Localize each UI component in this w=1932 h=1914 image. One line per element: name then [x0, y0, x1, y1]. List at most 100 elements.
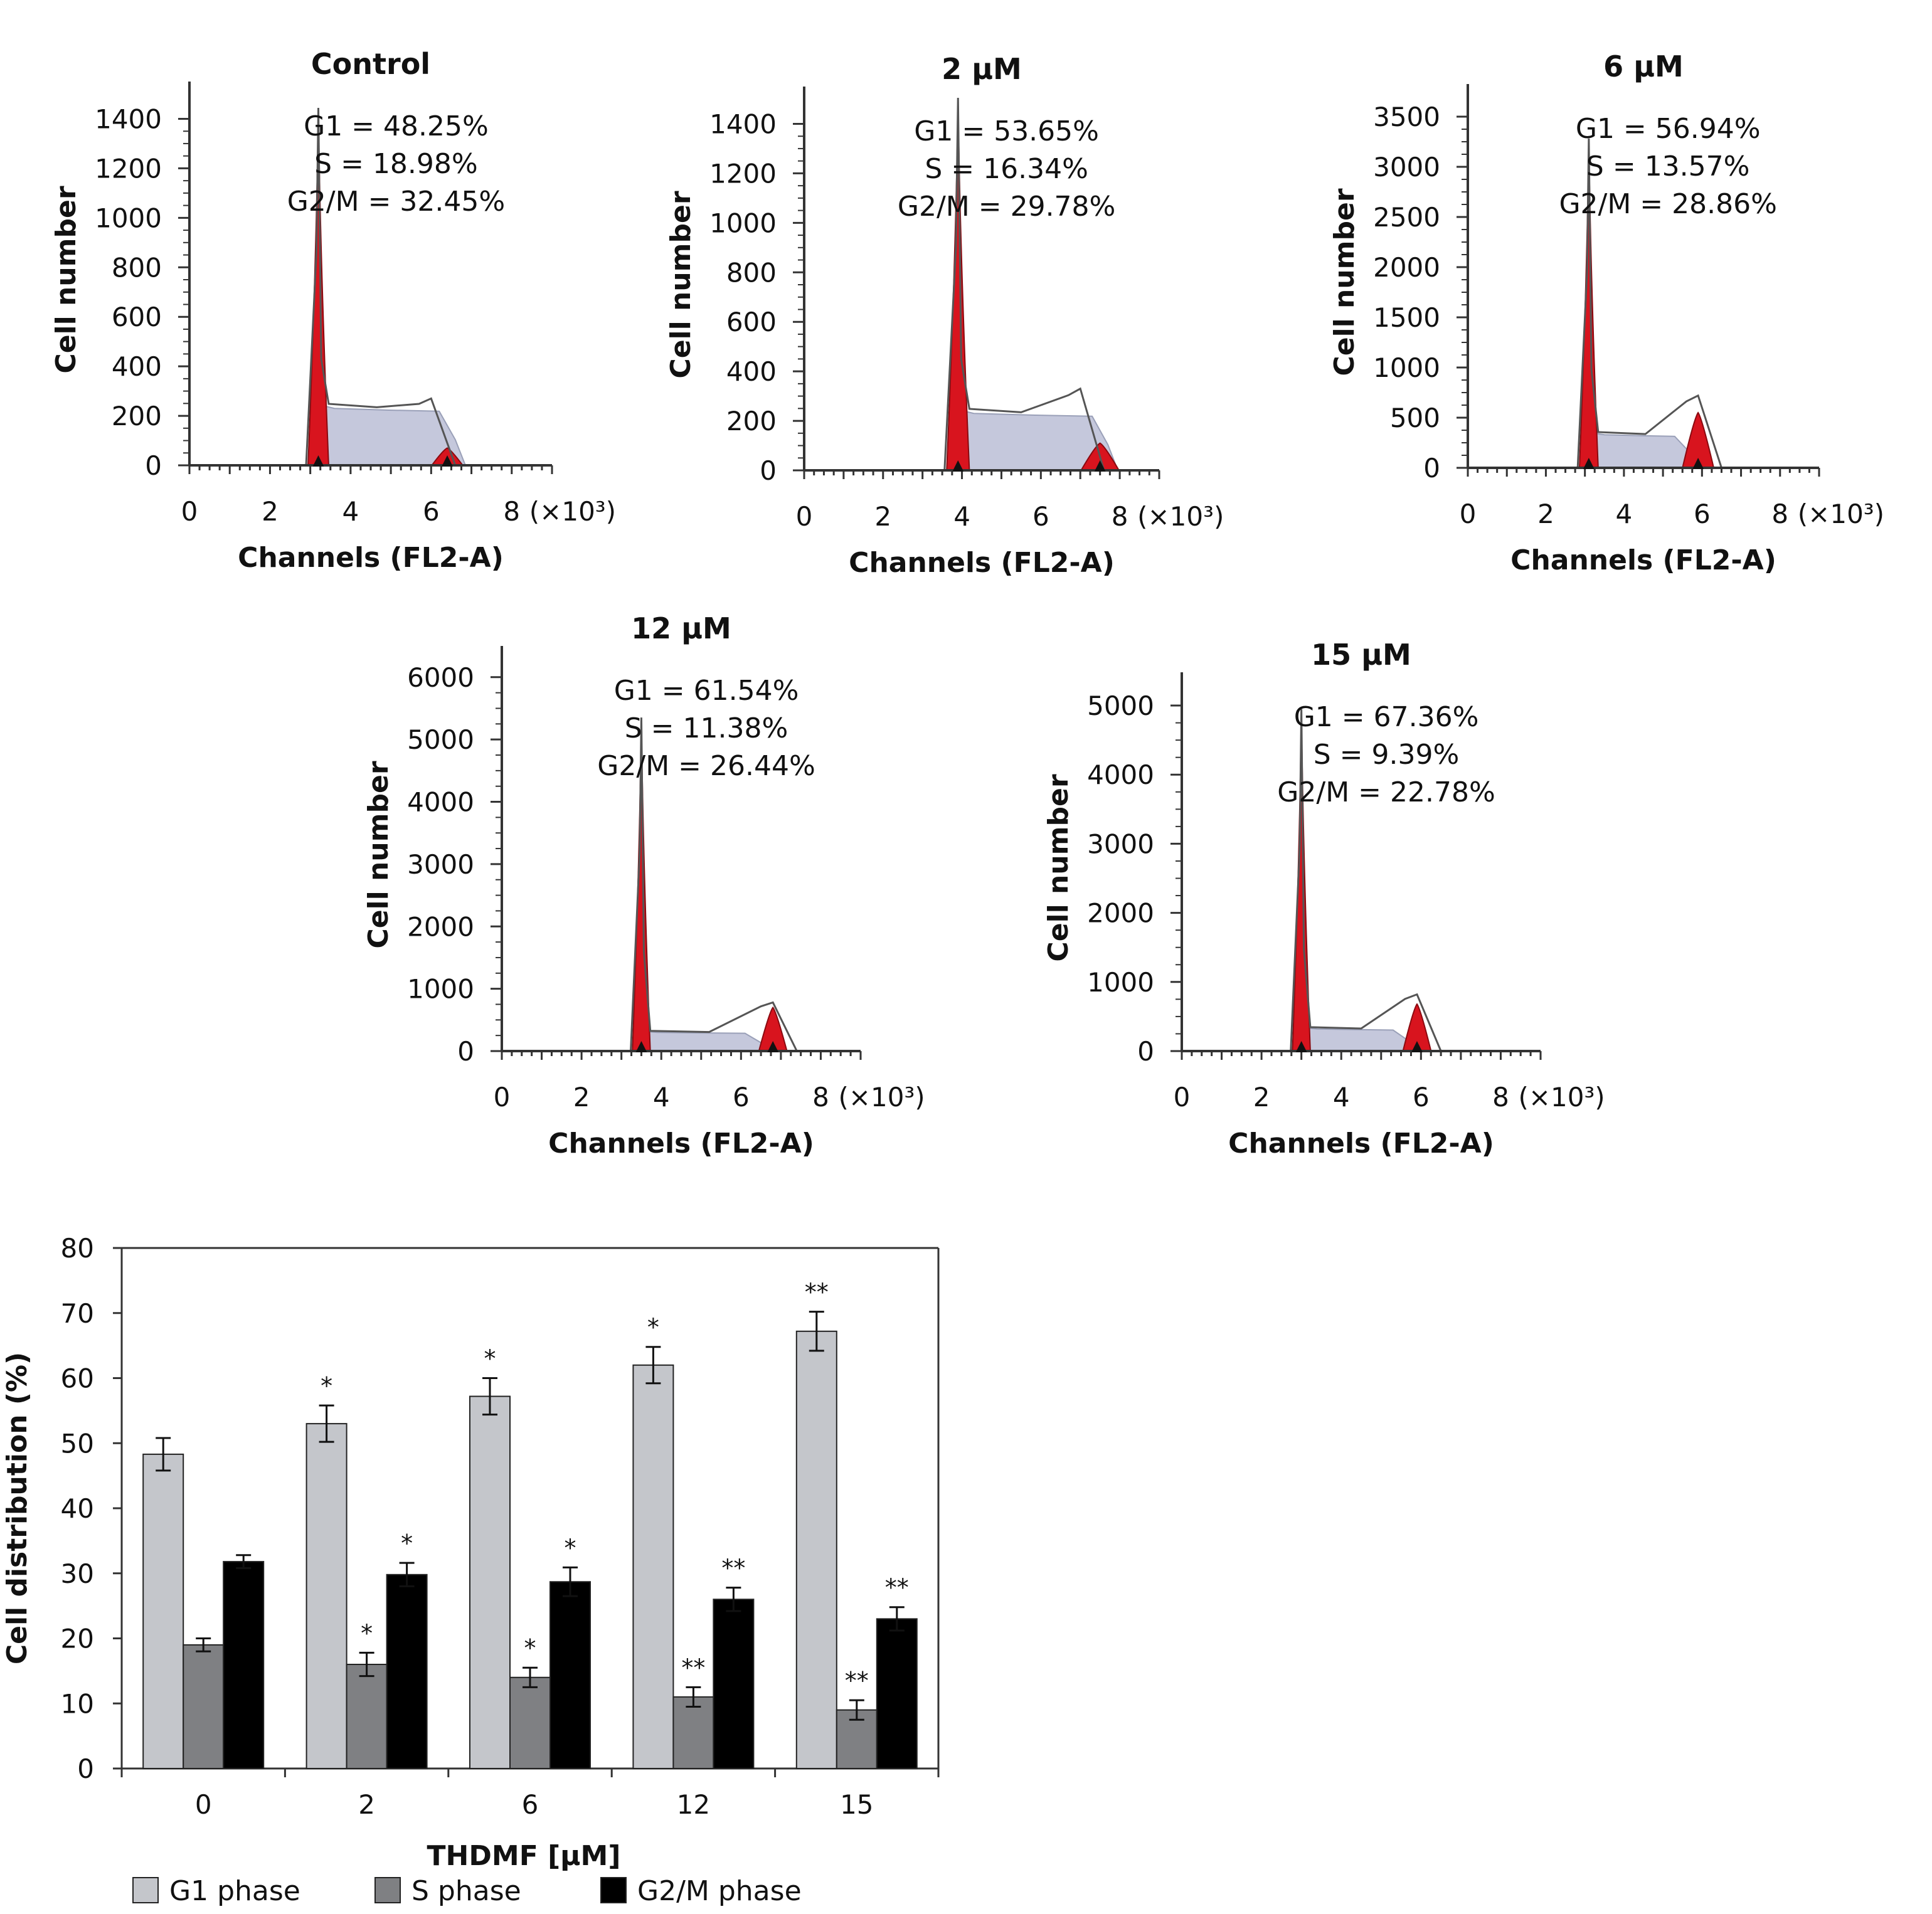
significance-mark: **: [885, 1574, 909, 1602]
histogram-panel: 0 200 400 600 800 1000 1200 1400 0 2 4 6 8 (×10³) Chan…: [50, 47, 616, 574]
fit-trace: [1576, 138, 1722, 468]
phase-stat: S = 18.98%: [314, 148, 478, 180]
x-tick-label: 0: [494, 1082, 511, 1113]
bar: [386, 1573, 428, 1769]
phase-stat: G1 = 48.25%: [304, 110, 489, 142]
legend-label: G1 phase: [169, 1875, 300, 1907]
y-tick-label: 10: [61, 1688, 94, 1719]
x-tick-label: 4: [1616, 499, 1633, 529]
histogram-panel: 0 500 1000 1500 2000 2500 3000 3500 0 2 4 6 8 (×10³) C…: [1329, 50, 1884, 576]
peak-marker: [1411, 1041, 1423, 1052]
significance-mark: *: [647, 1314, 659, 1341]
x-axis-title: Channels (FL2-A): [548, 1128, 814, 1160]
x-unit-label: (×10³): [1518, 1082, 1605, 1113]
x-tick-label: 8: [503, 496, 520, 527]
legend-swatch: [132, 1877, 159, 1903]
y-tick-label: 50: [61, 1428, 94, 1459]
y-tick-label: 2000: [1373, 252, 1440, 283]
fit-trace: [943, 98, 1105, 471]
y-axis-title: Cell number: [1329, 188, 1361, 376]
y-tick-label: 0: [1423, 453, 1440, 484]
y-tick-label: 3000: [407, 849, 474, 880]
x-tick-label: 2: [1537, 499, 1554, 529]
x-tick-label: 4: [953, 501, 970, 532]
y-tick-label: 3000: [1087, 828, 1154, 859]
significance-mark: **: [721, 1555, 745, 1582]
significance-mark: *: [361, 1619, 373, 1647]
y-tick-label: 400: [112, 351, 162, 382]
peak-marker: [1094, 460, 1106, 472]
phase-stat: G2/M = 28.86%: [1559, 188, 1777, 220]
fit-trace: [630, 717, 798, 1052]
x-tick-label: 6: [1694, 499, 1711, 529]
g2m-peak: [1681, 411, 1715, 468]
y-axis-title: Cell number: [363, 761, 395, 948]
y-tick-label: 800: [112, 252, 162, 283]
peak-marker: [1692, 458, 1704, 469]
bar: [672, 1696, 714, 1769]
y-tick-label: 2500: [1373, 202, 1440, 233]
fit-trace: [305, 107, 457, 466]
y-tick-label: 6000: [407, 662, 474, 693]
y-tick-label: 200: [726, 406, 777, 436]
y-tick-label: 4000: [1087, 759, 1154, 790]
histogram-panel: 0 1000 2000 3000 4000 5000 0 2 4 6 8 (×10³) Channels…: [1043, 638, 1605, 1160]
x-tick-label: 6: [733, 1082, 750, 1113]
histogram-panels: 0 200 400 600 800 1000 1200 1400 0 2 4 6 8 (×10³) Chan…: [50, 47, 1884, 1160]
y-tick-label: 5000: [407, 724, 474, 755]
histogram-panel: 0 200 400 600 800 1000 1200 1400 0 2 4 6 8 (×10³) Chan…: [665, 52, 1224, 579]
g2m-peak: [758, 1006, 788, 1052]
fit-trace: [1290, 709, 1442, 1052]
x-tick-label: 2: [262, 496, 279, 527]
bar: [549, 1581, 591, 1770]
y-tick-label: 1000: [407, 974, 474, 1005]
y-axis-title: Cell number: [50, 186, 82, 373]
x-tick-label: 8: [1492, 1082, 1509, 1113]
bar: [713, 1599, 755, 1769]
y-tick-label: 3000: [1373, 152, 1440, 182]
x-tick-label: 6: [1413, 1082, 1430, 1113]
y-tick-label: 800: [726, 257, 777, 288]
y-tick-label: 4000: [407, 787, 474, 818]
phase-stat: G1 = 67.36%: [1294, 701, 1479, 733]
x-tick-label: 8: [1112, 501, 1128, 532]
x-tick-label: 4: [1333, 1082, 1350, 1113]
phase-stat: S = 16.34%: [925, 153, 1088, 185]
y-axis-title: Cell distribution (%): [1, 1352, 33, 1664]
x-tick-label: 0: [181, 496, 198, 527]
x-tick-label: 2: [358, 1789, 375, 1820]
x-unit-label: (×10³): [1137, 501, 1224, 532]
bar: [346, 1664, 388, 1769]
peak-marker: [952, 460, 964, 472]
bar: [509, 1676, 551, 1769]
phase-stat: S = 9.39%: [1314, 739, 1460, 771]
y-tick-label: 80: [61, 1233, 94, 1264]
y-tick-label: 500: [1390, 403, 1440, 433]
y-tick-label: 1000: [709, 208, 777, 238]
y-tick-label: 20: [61, 1624, 94, 1654]
y-tick-label: 1200: [709, 158, 777, 189]
phase-stat: S = 11.38%: [625, 712, 788, 744]
histogram-panel: 0 1000 2000 3000 4000 5000 6000 0 2 4 6 8 (×10³) Chan…: [363, 611, 925, 1160]
y-tick-label: 1000: [1373, 352, 1440, 383]
phase-stat: G1 = 61.54%: [614, 675, 799, 707]
phase-stat: G1 = 56.94%: [1576, 113, 1761, 145]
peak-marker: [767, 1041, 779, 1052]
panel-title: 15 µM: [1311, 638, 1411, 672]
panel-title: Control: [311, 47, 430, 81]
peak-marker: [1295, 1041, 1307, 1052]
y-tick-label: 1400: [709, 108, 777, 139]
panel-title: 6 µM: [1603, 50, 1684, 83]
y-tick-label: 2000: [407, 911, 474, 942]
bar: [305, 1423, 348, 1769]
x-tick-label: 4: [653, 1082, 670, 1113]
x-tick-label: 8: [1771, 499, 1788, 529]
x-axis-title: Channels (FL2-A): [238, 542, 504, 574]
y-tick-label: 70: [61, 1298, 94, 1329]
significance-mark: *: [401, 1530, 413, 1557]
significance-mark: *: [524, 1634, 536, 1662]
x-axis-title: Channels (FL2-A): [1510, 544, 1776, 576]
y-tick-label: 600: [726, 307, 777, 337]
bar: [876, 1618, 918, 1769]
y-tick-label: 3500: [1373, 102, 1440, 132]
